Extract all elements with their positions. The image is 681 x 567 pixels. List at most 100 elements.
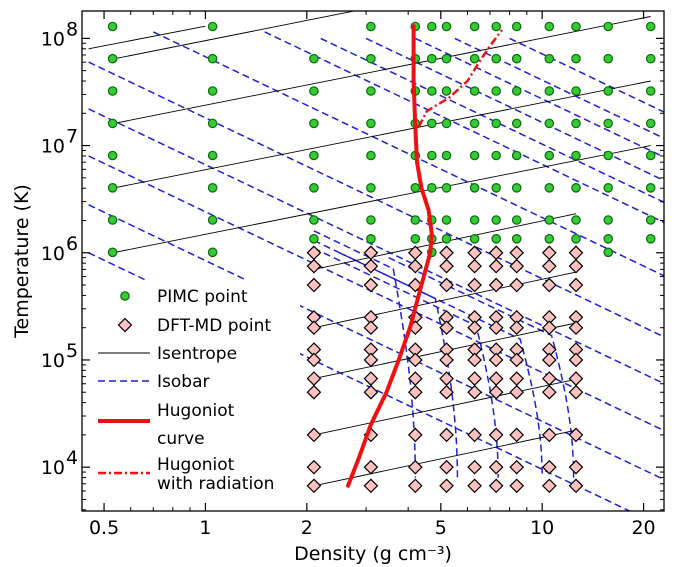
dft-point xyxy=(568,384,584,400)
legend-pimc-label: PIMC point xyxy=(157,287,248,307)
legend-hugoniot-radiation-label-2: with radiation xyxy=(157,474,274,494)
isobar-curve xyxy=(313,247,499,478)
pimc-point xyxy=(645,183,656,193)
dft-point xyxy=(568,427,584,443)
dft-point xyxy=(306,384,322,400)
hugoniot-radiation-curve xyxy=(417,29,504,128)
legend-hugoniot-label-2: curve xyxy=(157,429,205,449)
pimc-point xyxy=(603,150,613,161)
pimc-point xyxy=(571,234,581,244)
dft-point xyxy=(568,320,584,336)
dft-point xyxy=(488,320,504,336)
pimc-point xyxy=(603,118,613,129)
pimc-point xyxy=(366,21,376,32)
pimc-point xyxy=(207,86,218,96)
dft-point xyxy=(488,478,504,494)
isentrope-line xyxy=(313,429,577,487)
y-axis-label: Temperature (K) xyxy=(11,184,33,339)
pimc-point xyxy=(544,150,555,161)
isentrope-line xyxy=(112,11,357,60)
y-tick-exponent: 8 xyxy=(66,18,78,40)
isobar-line xyxy=(88,204,664,481)
pimc-point xyxy=(107,150,118,161)
dft-point xyxy=(541,352,557,368)
dft-point xyxy=(509,277,525,293)
y-tick-label: 10 xyxy=(41,350,65,372)
pimc-point xyxy=(511,86,522,96)
pimc-point xyxy=(366,53,376,64)
pimc-point xyxy=(645,234,656,244)
dft-point xyxy=(568,277,584,293)
x-axis-label: Density (g cm⁻³) xyxy=(294,543,452,565)
pimc-point xyxy=(426,118,437,129)
pimc-point xyxy=(511,21,522,32)
pimc-point xyxy=(441,150,452,161)
pimc-point xyxy=(366,118,376,129)
dft-point xyxy=(467,352,482,368)
pimc-point xyxy=(366,150,376,161)
pimc-point xyxy=(603,53,613,64)
y-tick-label: 10 xyxy=(41,457,65,479)
pimc-point xyxy=(426,150,437,161)
dft-point xyxy=(541,384,557,400)
dft-point xyxy=(306,427,322,443)
isentrope-line xyxy=(112,80,651,189)
plot-frame xyxy=(81,10,665,512)
pimc-point xyxy=(441,21,452,32)
pimc-point xyxy=(441,183,452,193)
x-tick-label: 2 xyxy=(301,517,313,539)
pimc-point xyxy=(603,183,613,193)
pimc-point xyxy=(366,234,376,244)
dft-point xyxy=(306,258,322,274)
dft-point xyxy=(467,459,482,475)
pimc-point xyxy=(207,118,218,129)
dft-point xyxy=(541,459,557,475)
x-tick-label: 0.5 xyxy=(89,517,119,539)
pimc-point xyxy=(645,150,656,161)
pimc-point xyxy=(366,183,376,193)
dft-point xyxy=(467,478,482,494)
pimc-point xyxy=(309,183,319,193)
pimc-point xyxy=(107,247,118,258)
pimc-point xyxy=(511,234,522,244)
pimc-point xyxy=(603,247,613,258)
dft-point xyxy=(363,277,379,293)
isobar-layer xyxy=(88,31,664,511)
dft-point xyxy=(467,320,482,336)
pimc-point xyxy=(491,53,501,64)
dft-point xyxy=(439,352,454,368)
isobar-line xyxy=(414,37,664,158)
pimc-point xyxy=(441,118,452,129)
dft-point xyxy=(509,427,525,443)
pimc-point xyxy=(511,150,522,161)
dft-point xyxy=(467,258,482,274)
pimc-point xyxy=(571,183,581,193)
pimc-point xyxy=(603,21,613,32)
dft-point xyxy=(306,478,322,494)
pimc-point xyxy=(469,21,480,32)
pimc-point xyxy=(645,215,656,225)
pimc-point xyxy=(491,234,501,244)
pimc-point xyxy=(603,86,613,96)
pimc-point xyxy=(469,53,480,64)
y-tick-label: 10 xyxy=(41,136,65,158)
isobar-line xyxy=(88,155,664,432)
legend-dft-label: DFT-MD point xyxy=(157,316,271,336)
x-tick-label: 1 xyxy=(199,517,211,539)
pimc-point xyxy=(107,21,118,32)
pimc-point xyxy=(544,183,555,193)
isentrope-line xyxy=(112,145,651,254)
legend-hugoniot-radiation-label: Hugoniot xyxy=(157,455,235,475)
y-tick-exponent: 6 xyxy=(66,233,78,255)
dft-point xyxy=(467,384,482,400)
pimc-point xyxy=(309,118,319,129)
dft-point xyxy=(363,478,379,494)
pimc-point xyxy=(107,183,118,193)
isobar-curve xyxy=(313,230,417,478)
dft-point xyxy=(488,258,504,274)
pimc-point xyxy=(544,53,555,64)
dft-point xyxy=(306,459,322,475)
pimc-point xyxy=(410,234,421,244)
pimc-point xyxy=(207,53,218,64)
